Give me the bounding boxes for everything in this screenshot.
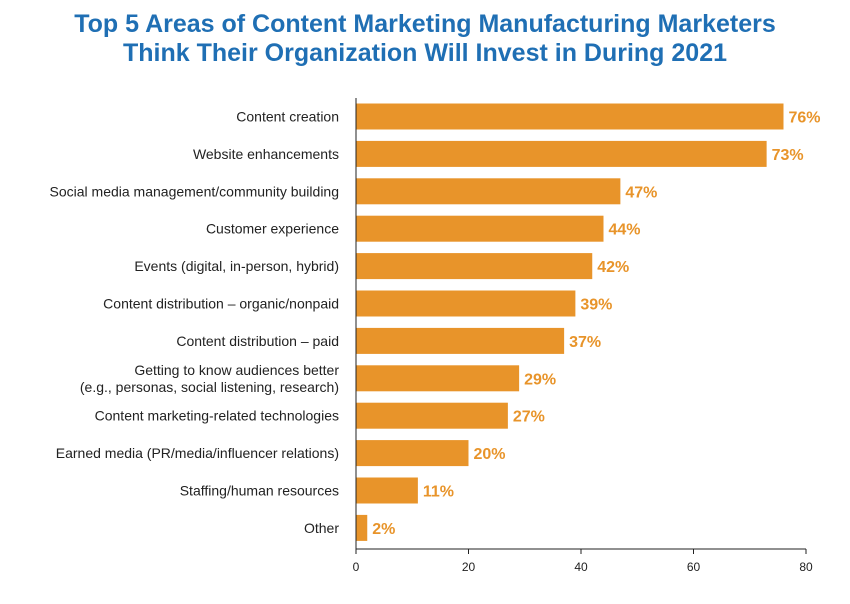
chart-title-line-2: Think Their Organization Will Invest in … (122, 39, 728, 67)
value-label: 2% (372, 521, 395, 538)
value-label: 20% (474, 446, 506, 463)
bar (356, 402, 508, 429)
bar (356, 477, 418, 504)
category-label: Earned media (PR/media/influencer relati… (56, 445, 339, 461)
category-label: Events (digital, in-person, hybrid) (134, 258, 339, 274)
bar (356, 440, 469, 467)
value-label: 27% (513, 409, 545, 426)
category-label: Staffing/human resources (180, 483, 339, 499)
value-label: 73% (772, 147, 804, 164)
category-label: Content creation (236, 109, 339, 125)
category-label: Social media management/community buildi… (50, 183, 339, 199)
bar (356, 514, 368, 541)
value-label: 11% (423, 484, 454, 501)
category-label: Other (304, 520, 339, 536)
value-label: 39% (580, 297, 612, 314)
category-label: Content distribution – paid (176, 333, 339, 349)
bar (356, 103, 784, 130)
bar (356, 215, 604, 242)
bar (356, 290, 576, 317)
value-label: 76% (789, 110, 821, 127)
x-tick-label: 20 (462, 560, 476, 574)
bar (356, 253, 593, 280)
bar (356, 178, 621, 205)
value-label: 37% (569, 334, 601, 351)
category-label: Website enhancements (193, 146, 339, 162)
x-tick-label: 80 (799, 560, 813, 574)
category-label: (e.g., personas, social listening, resea… (80, 379, 339, 395)
x-tick-label: 40 (574, 560, 588, 574)
x-tick-label: 60 (687, 560, 701, 574)
chart-title: Top 5 Areas of Content Marketing Manufac… (0, 10, 850, 68)
category-label: Customer experience (206, 221, 339, 237)
chart-title-line-1: Top 5 Areas of Content Marketing Manufac… (74, 10, 776, 38)
bar (356, 140, 767, 167)
value-label: 47% (625, 184, 657, 201)
category-label: Getting to know audiences better (134, 362, 339, 378)
category-label: Content distribution – organic/nonpaid (103, 296, 339, 312)
category-label: Content marketing-related technologies (95, 408, 339, 424)
value-label: 29% (524, 371, 556, 388)
bar (356, 327, 565, 354)
bar (356, 365, 520, 392)
value-label: 44% (609, 222, 641, 239)
x-tick-label: 0 (353, 560, 360, 574)
value-label: 42% (597, 259, 629, 276)
